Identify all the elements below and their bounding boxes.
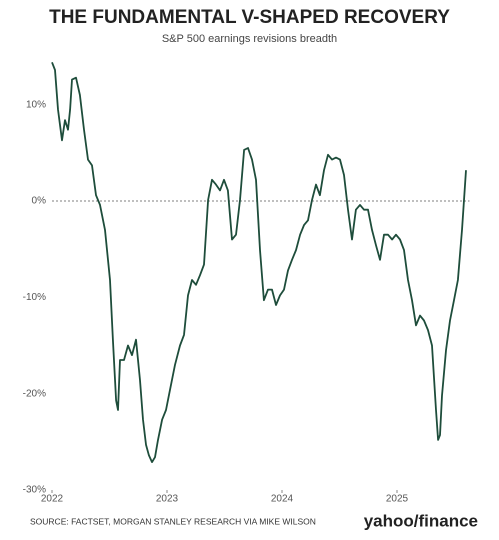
y-tick-label: 10% <box>26 99 46 110</box>
y-tick-label: -30% <box>23 485 46 496</box>
y-tick-label: 0% <box>32 196 47 207</box>
x-tick-label: 2024 <box>271 494 294 505</box>
data-line <box>51 61 467 463</box>
x-tick-label: 2022 <box>41 494 64 505</box>
x-tick-label: 2023 <box>156 494 179 505</box>
chart-subtitle: S&P 500 earnings revisions breadth <box>162 33 337 45</box>
x-tick-label: 2025 <box>386 494 409 505</box>
brand-logo: yahoo/finance <box>364 511 478 530</box>
y-tick-label: -20% <box>23 388 46 399</box>
source-note: SOURCE: FACTSET, MORGAN STANLEY RESEARCH… <box>30 516 316 526</box>
chart-title: THE FUNDAMENTAL V-SHAPED RECOVERY <box>49 7 450 28</box>
y-tick-label: -10% <box>23 292 46 303</box>
